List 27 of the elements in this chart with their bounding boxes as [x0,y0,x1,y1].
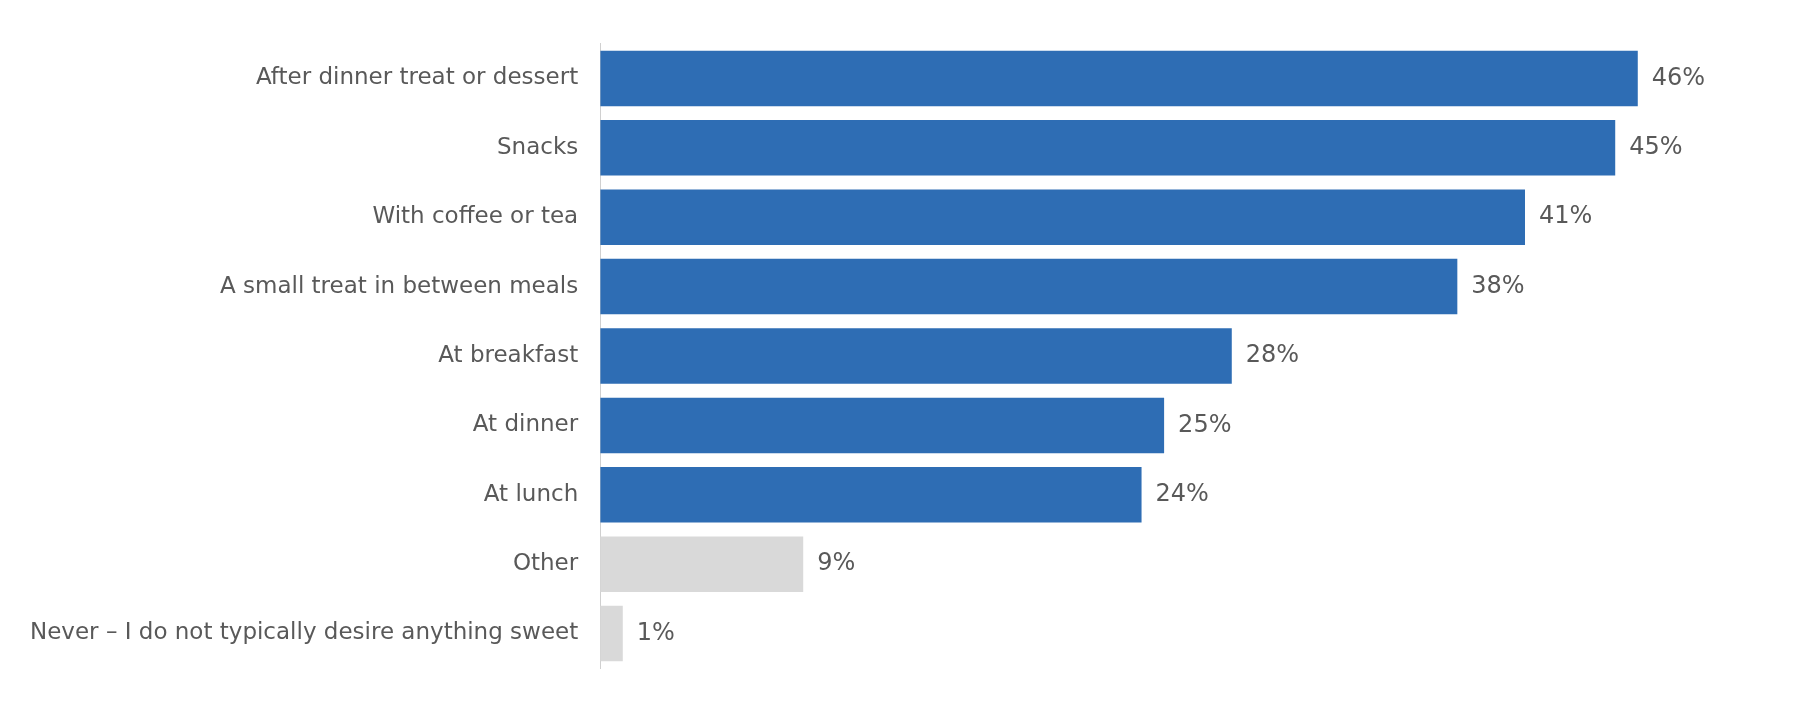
bar [600,50,1638,107]
data-label: 1% [636,617,675,646]
data-label: 25% [1178,409,1232,438]
data-label: 41% [1539,201,1593,230]
bar [600,467,1142,523]
y-tick-label: With coffee or tea [372,202,579,229]
y-tick-label: At breakfast [438,340,579,367]
y-tick-label: Never – I do not typically desire anything sweet [30,618,579,645]
y-tick-label: At dinner [472,410,579,437]
bar [600,605,623,662]
y-tick-label: After dinner treat or dessert [255,63,579,90]
bar [600,397,1165,454]
data-label: 46% [1651,62,1706,91]
data-label: 28% [1245,340,1300,369]
bar [600,536,804,592]
y-tick-label: Other [512,549,579,576]
y-tick-label: At lunch [483,479,579,506]
bar [600,189,1525,245]
bar [600,258,1458,315]
bar [600,328,1232,384]
data-label: 24% [1155,478,1209,507]
data-label: 38% [1471,270,1525,299]
bar [600,120,1616,176]
y-tick-label: Snacks [497,132,579,159]
data-label: 9% [817,548,856,577]
y-tick-label: A small treat in between meals [219,271,579,298]
data-label: 45% [1629,132,1683,161]
